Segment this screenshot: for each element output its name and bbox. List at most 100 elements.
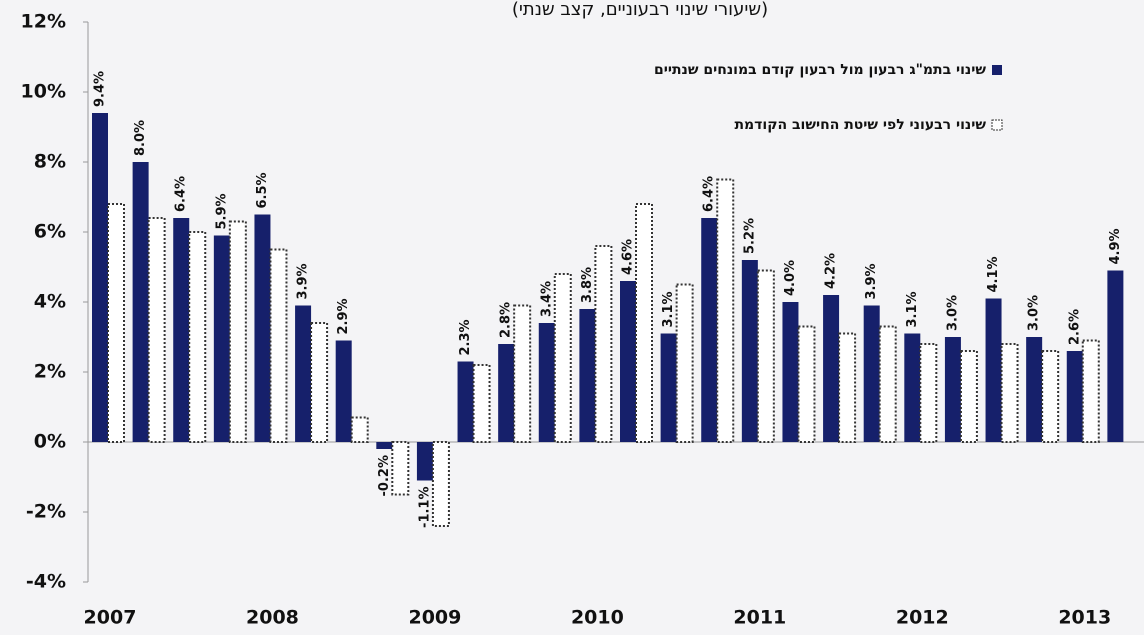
bar (147, 217, 166, 443)
bar (350, 416, 369, 443)
chart-subtitle: (שיעורי שינוי רבעוניים, קצב שנתי) (512, 0, 768, 20)
bar (391, 441, 410, 496)
bar (416, 442, 433, 481)
value-label: 4.0% (783, 260, 798, 296)
value-label: 8.0% (133, 120, 148, 156)
y-tick-label: -4% (26, 571, 66, 593)
value-label: 5.2% (742, 218, 757, 254)
value-label: 3.9% (296, 263, 311, 299)
bar (1066, 351, 1083, 442)
value-label: 9.4% (93, 71, 108, 107)
y-tick-label: 2% (34, 361, 66, 383)
y-tick-label: -2% (26, 501, 66, 523)
bar (838, 332, 857, 443)
bar (173, 218, 190, 442)
value-label: 3.8% (580, 267, 595, 303)
bar (376, 442, 393, 449)
legend-label: שינוי רבעוני לפי שיטת החישוב הקודמת (734, 117, 986, 133)
bar (498, 344, 515, 442)
value-label: 3.9% (864, 263, 879, 299)
bar (756, 269, 775, 443)
value-label: -0.2% (377, 455, 392, 496)
x-tick-label: 2012 (896, 607, 949, 629)
value-label: 4.2% (824, 253, 839, 289)
x-tick-label: 2009 (408, 607, 461, 629)
bar (741, 260, 758, 442)
legend-marker (991, 119, 1003, 131)
value-label: 6.4% (702, 176, 717, 212)
value-label: 2.8% (499, 302, 514, 338)
value-label: -1.1% (417, 487, 432, 528)
bar (716, 178, 735, 443)
x-tick-label: 2007 (84, 607, 137, 629)
value-label: 3.1% (905, 291, 920, 327)
bar (579, 309, 596, 442)
x-tick-label: 2008 (246, 607, 299, 629)
value-label: 6.5% (255, 172, 270, 208)
bar (919, 343, 938, 443)
value-label: 4.1% (986, 256, 1001, 292)
x-tick-label: 2013 (1058, 607, 1111, 629)
y-tick-label: 10% (21, 81, 66, 103)
bar (1081, 339, 1100, 443)
y-tick-label: 8% (34, 151, 66, 173)
bar (269, 248, 288, 443)
bar (553, 273, 572, 443)
bar (335, 340, 352, 442)
bar (213, 235, 230, 442)
bar (1041, 350, 1060, 443)
value-label: 3.0% (945, 295, 960, 331)
bar (878, 325, 897, 443)
bar (472, 364, 491, 443)
bar (863, 305, 880, 442)
bar (295, 305, 312, 442)
value-label: 2.6% (1067, 309, 1082, 345)
bar (823, 295, 840, 442)
value-label: 3.0% (1027, 295, 1042, 331)
bar (254, 214, 271, 442)
bar (944, 337, 961, 442)
bar (431, 441, 450, 527)
value-label: 3.4% (539, 281, 554, 317)
value-label: 4.6% (621, 239, 636, 275)
bar (1026, 337, 1043, 442)
bar (538, 323, 555, 442)
y-tick-label: 12% (21, 11, 66, 33)
bar (985, 298, 1002, 442)
bar (1107, 270, 1124, 442)
bar (782, 302, 799, 442)
value-label: 4.9% (1108, 228, 1123, 264)
bar (620, 281, 636, 442)
bar (701, 218, 718, 442)
bar (1000, 343, 1019, 443)
value-label: 3.1% (661, 291, 676, 327)
value-label: 2.3% (458, 319, 473, 355)
bar (228, 220, 247, 443)
y-tick-label: 6% (34, 221, 66, 243)
bar (457, 361, 474, 442)
x-tick-label: 2011 (733, 607, 786, 629)
bar (594, 245, 613, 443)
legend-marker (992, 65, 1002, 75)
bar (513, 304, 532, 443)
bar (188, 231, 207, 443)
value-label: 2.9% (336, 298, 351, 334)
bar (107, 203, 125, 443)
value-label: 6.4% (174, 176, 189, 212)
bar (132, 162, 149, 442)
bar (959, 350, 978, 443)
bar (660, 333, 677, 442)
bar (675, 283, 694, 443)
x-tick-label: 2010 (571, 607, 624, 629)
bar (635, 203, 653, 443)
bar (904, 333, 921, 442)
legend-label: שינוי בתמ"ג רבעון מול רבעון קודם במונחים… (654, 62, 986, 78)
y-tick-label: 0% (34, 431, 66, 453)
bar (92, 113, 108, 442)
bar (797, 325, 816, 443)
value-label: 5.9% (214, 193, 229, 229)
y-tick-label: 4% (34, 291, 66, 313)
bar (310, 322, 329, 443)
